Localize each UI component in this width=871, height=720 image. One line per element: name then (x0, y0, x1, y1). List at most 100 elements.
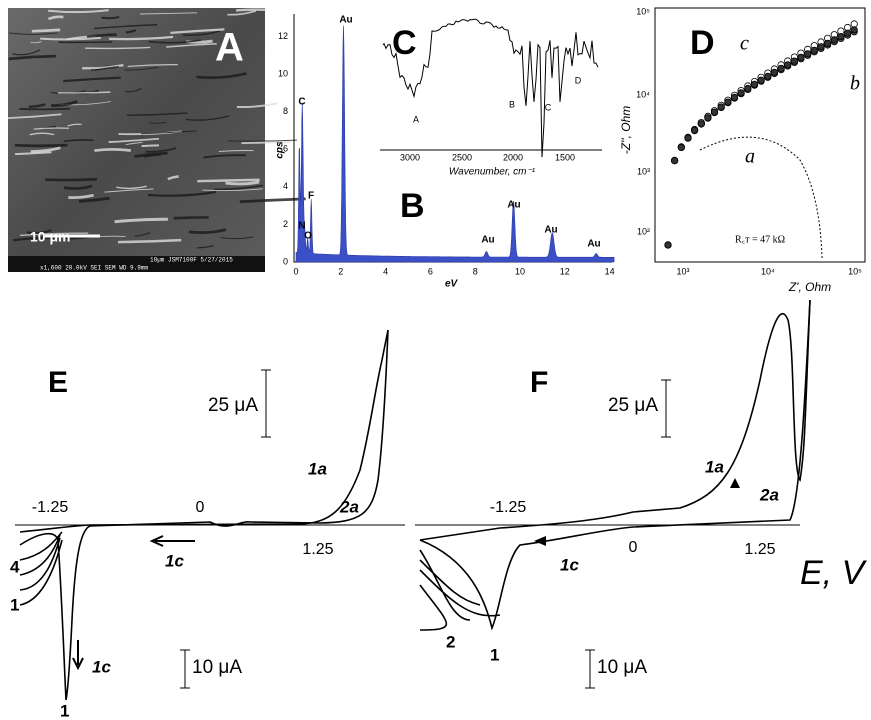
sem-streak (225, 180, 260, 186)
sem-streak (218, 149, 254, 152)
sem-streak (134, 151, 168, 158)
panel-label: B (400, 187, 425, 225)
sem-streak (214, 184, 264, 191)
eis-point (690, 126, 699, 134)
scale-bar (261, 369, 271, 438)
axis-title: Wavenumber, cm⁻¹ (449, 167, 536, 178)
annotation: 2 (446, 632, 455, 651)
cv-curve (19, 531, 63, 606)
sem-streak (63, 184, 93, 190)
sem-streak (94, 66, 120, 71)
eis-point (664, 241, 672, 249)
eis-point (724, 98, 732, 106)
sem-streak (227, 139, 297, 142)
y-tick-label: 0 (283, 256, 288, 266)
eis-point (684, 134, 692, 142)
sem-streak (236, 102, 278, 108)
y-tick-label: 10³ (637, 166, 650, 176)
eis-point (744, 84, 752, 93)
sem-streak (196, 245, 214, 249)
sem-streak (50, 100, 78, 108)
sem-streak (126, 112, 188, 116)
sem-streak (19, 107, 71, 111)
sem-streak (86, 33, 117, 39)
sem-streak (170, 28, 225, 35)
sem-streak (19, 232, 89, 236)
eds-spectrum (295, 25, 615, 263)
sem-streak (139, 12, 198, 15)
sem-texture (7, 8, 306, 249)
eis-axes (654, 7, 866, 263)
sem-streak (67, 123, 82, 127)
sem-streak (26, 229, 52, 235)
sem-streak (143, 153, 161, 158)
eis-point (823, 39, 832, 48)
sem-streak (127, 64, 178, 68)
sem-streak (104, 188, 154, 193)
sem-streak (12, 49, 41, 56)
axis-tick-label: 0 (629, 539, 638, 556)
sem-streak (94, 24, 158, 30)
eis-point (670, 157, 679, 165)
eis-point (850, 26, 858, 34)
sem-streak (140, 130, 197, 135)
y-tick-label: 10⁴ (636, 89, 650, 99)
semicircle-fit (699, 136, 823, 259)
sem-streak (202, 188, 263, 192)
eis-point (717, 103, 725, 111)
panel-label: D (690, 24, 715, 62)
arrow (149, 535, 195, 547)
eis-point (750, 80, 759, 88)
sem-streak (63, 76, 121, 83)
sem-streak (45, 177, 98, 182)
sem-streak (82, 63, 124, 70)
eis-point (830, 36, 838, 44)
x-tick-label: 12 (560, 266, 570, 276)
annotation: 1c (560, 555, 579, 574)
sem-streak (28, 103, 46, 109)
sem-info-bar (8, 256, 265, 272)
cv-curve (19, 329, 389, 533)
scale-bar (180, 649, 190, 689)
sem-streak (148, 121, 167, 124)
eis-point (784, 61, 792, 69)
axis-title: -Z'', Ohm (619, 106, 633, 155)
sem-streak (167, 175, 179, 181)
sem-streak (148, 39, 202, 44)
sem-streak (15, 151, 52, 156)
eis-point (757, 76, 765, 84)
x-tick-label: 2000 (503, 152, 523, 162)
cv-curve (419, 299, 811, 541)
sem-streak (166, 43, 217, 48)
eis-point (843, 29, 852, 37)
x-tick-label: 3000 (400, 152, 420, 162)
sem-streak (220, 236, 254, 240)
x-tick-label: 0 (293, 266, 298, 276)
sem-streak (134, 232, 151, 237)
eis-point (797, 53, 805, 62)
sem-streak (227, 10, 257, 16)
sem-streak (241, 141, 291, 145)
peak-label: F (308, 191, 314, 202)
sem-streak (68, 193, 94, 199)
peak-label: N (298, 221, 305, 232)
sem-streak (58, 91, 111, 94)
eis-point (804, 50, 812, 58)
y-tick-label: 6 (283, 144, 288, 154)
peak-label: Au (481, 235, 494, 246)
axis-tick-label: 0 (196, 499, 205, 516)
axis-title: eV (445, 279, 459, 290)
sem-streak (108, 137, 160, 143)
sem-streak (13, 236, 55, 242)
sem-streak (125, 141, 143, 146)
y-tick-label: 8 (283, 106, 288, 116)
eis-point (697, 120, 705, 128)
sem-streak (116, 185, 147, 190)
sem-streak (145, 147, 177, 153)
ftir-spectrum (382, 18, 599, 158)
scale-bar (585, 649, 595, 689)
sem-streak (78, 196, 110, 203)
x-tick-label: 1500 (555, 152, 575, 162)
sem-streak (197, 178, 260, 183)
